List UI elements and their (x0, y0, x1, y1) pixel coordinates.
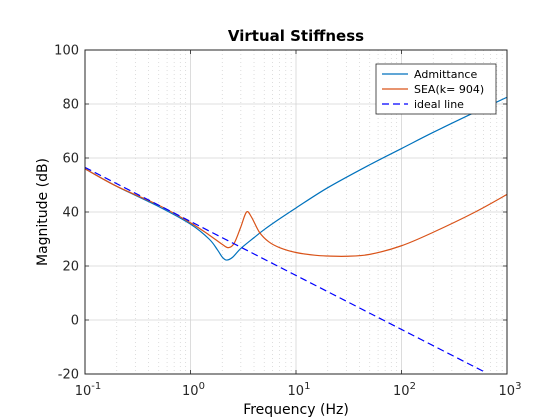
y-axis-label: Magnitude (dB) (35, 158, 51, 266)
y-tick-label: 80 (62, 98, 79, 113)
x-tick-label: 103 (499, 381, 522, 399)
legend-label-1: SEA(k= 904) (414, 83, 484, 96)
x-tick-label: 101 (288, 381, 311, 399)
series-layer (85, 96, 507, 373)
legend: Admittance SEA(k= 904) ideal line (375, 63, 497, 115)
y-tick-label: 40 (62, 206, 79, 221)
x-tick-label: 10-1 (75, 381, 102, 399)
x-tick-label: 102 (393, 381, 416, 399)
y-tick-label: 0 (71, 314, 79, 329)
x-axis-label: Frequency (Hz) (243, 402, 349, 418)
x-tick-label: 100 (182, 381, 205, 399)
series-group (85, 96, 507, 373)
legend-label-2: ideal line (414, 98, 464, 111)
series-line-1 (85, 168, 507, 257)
chart-title: Virtual Stiffness (228, 27, 364, 45)
y-tick-label: 20 (62, 260, 79, 275)
y-tick-label: 100 (54, 44, 79, 59)
ticks: 10-1 100 101 102 103 -20 0 20 40 60 80 100 (54, 44, 521, 400)
legend-label-0: Admittance (414, 68, 477, 81)
series-line-2 (85, 166, 485, 373)
y-tick-label: 60 (62, 152, 79, 167)
series-line-0 (85, 96, 507, 261)
y-tick-label: -20 (58, 368, 79, 383)
